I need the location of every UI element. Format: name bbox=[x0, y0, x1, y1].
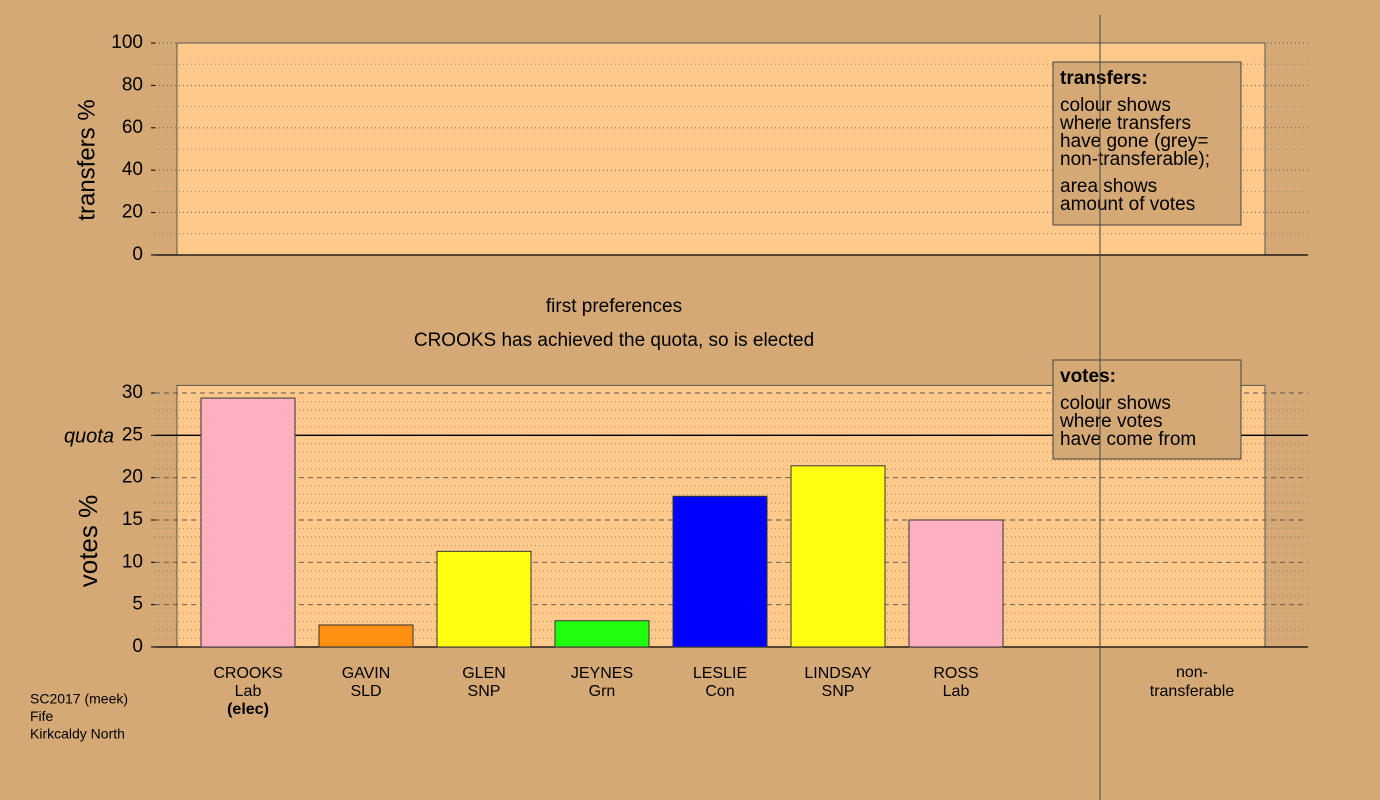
legend-text: colour shows bbox=[1060, 393, 1171, 414]
quota-label: quota bbox=[64, 426, 114, 448]
y-tick-label: 5 bbox=[132, 594, 143, 615]
bar bbox=[790, 465, 886, 648]
y-tick-label: 0 bbox=[132, 244, 143, 265]
y-axis-title: transfers % bbox=[73, 99, 100, 220]
legend-text: where votes bbox=[1059, 411, 1162, 432]
party-label: SLD bbox=[350, 683, 381, 700]
party-label: SNP bbox=[822, 683, 855, 700]
legend-title: transfers: bbox=[1060, 68, 1148, 89]
y-axis-title: votes % bbox=[73, 495, 103, 588]
chart-subtitle: CROOKS has achieved the quota, so is ele… bbox=[414, 330, 814, 351]
x-tick-label-box: non-transferable bbox=[1149, 664, 1235, 700]
footer-text: Fife bbox=[30, 708, 54, 724]
y-tick-label: 60 bbox=[122, 117, 143, 138]
party-label: Grn bbox=[589, 683, 616, 700]
legend-title: votes: bbox=[1060, 366, 1116, 387]
footer-text: SC2017 (meek) bbox=[30, 691, 128, 707]
x-tick-label: CROOKS bbox=[213, 665, 282, 682]
x-tick-label: GAVIN bbox=[342, 665, 391, 682]
y-tick-label: 80 bbox=[122, 74, 143, 95]
y-tick-label: 30 bbox=[122, 382, 143, 403]
legend-text: amount of votes bbox=[1060, 194, 1195, 215]
legend-text: area shows bbox=[1060, 176, 1157, 197]
x-tick-label: LESLIE bbox=[693, 665, 747, 682]
y-tick-label: 10 bbox=[122, 551, 143, 572]
status-label: (elec) bbox=[227, 701, 269, 718]
chart-title: first preferences bbox=[546, 296, 682, 317]
party-label: Lab bbox=[943, 683, 970, 700]
legend-text: colour shows bbox=[1060, 95, 1171, 116]
bar bbox=[554, 620, 650, 648]
legend-text: have gone (grey= bbox=[1060, 131, 1208, 152]
bar bbox=[318, 624, 414, 648]
y-tick-label: 0 bbox=[132, 636, 143, 657]
party-label: Lab bbox=[235, 683, 262, 700]
footer-text: Kirkcaldy North bbox=[30, 726, 125, 742]
y-tick-label: 20 bbox=[122, 467, 143, 488]
legend-text: have come from bbox=[1060, 429, 1196, 450]
party-label: Con bbox=[705, 683, 734, 700]
x-tick-label: non-transferable bbox=[1149, 664, 1235, 700]
party-label: SNP bbox=[468, 683, 501, 700]
x-tick-label: ROSS bbox=[933, 665, 978, 682]
x-tick-label: JEYNES bbox=[571, 665, 633, 682]
y-tick-label: 40 bbox=[122, 159, 143, 180]
bar bbox=[436, 550, 532, 648]
y-tick-label: 20 bbox=[122, 202, 143, 223]
legend-text: where transfers bbox=[1059, 113, 1191, 134]
y-tick-label: 100 bbox=[111, 32, 143, 53]
y-tick-label: 25 bbox=[122, 424, 143, 445]
x-tick-label: GLEN bbox=[462, 665, 506, 682]
y-tick-label: 15 bbox=[122, 509, 143, 530]
bar bbox=[200, 397, 296, 648]
x-tick-label: LINDSAY bbox=[804, 665, 872, 682]
legend-box bbox=[1052, 359, 1242, 460]
bar bbox=[908, 519, 1004, 648]
legend-text: non-transferable); bbox=[1060, 149, 1210, 170]
bar bbox=[672, 495, 768, 648]
legend-box bbox=[1052, 61, 1242, 226]
